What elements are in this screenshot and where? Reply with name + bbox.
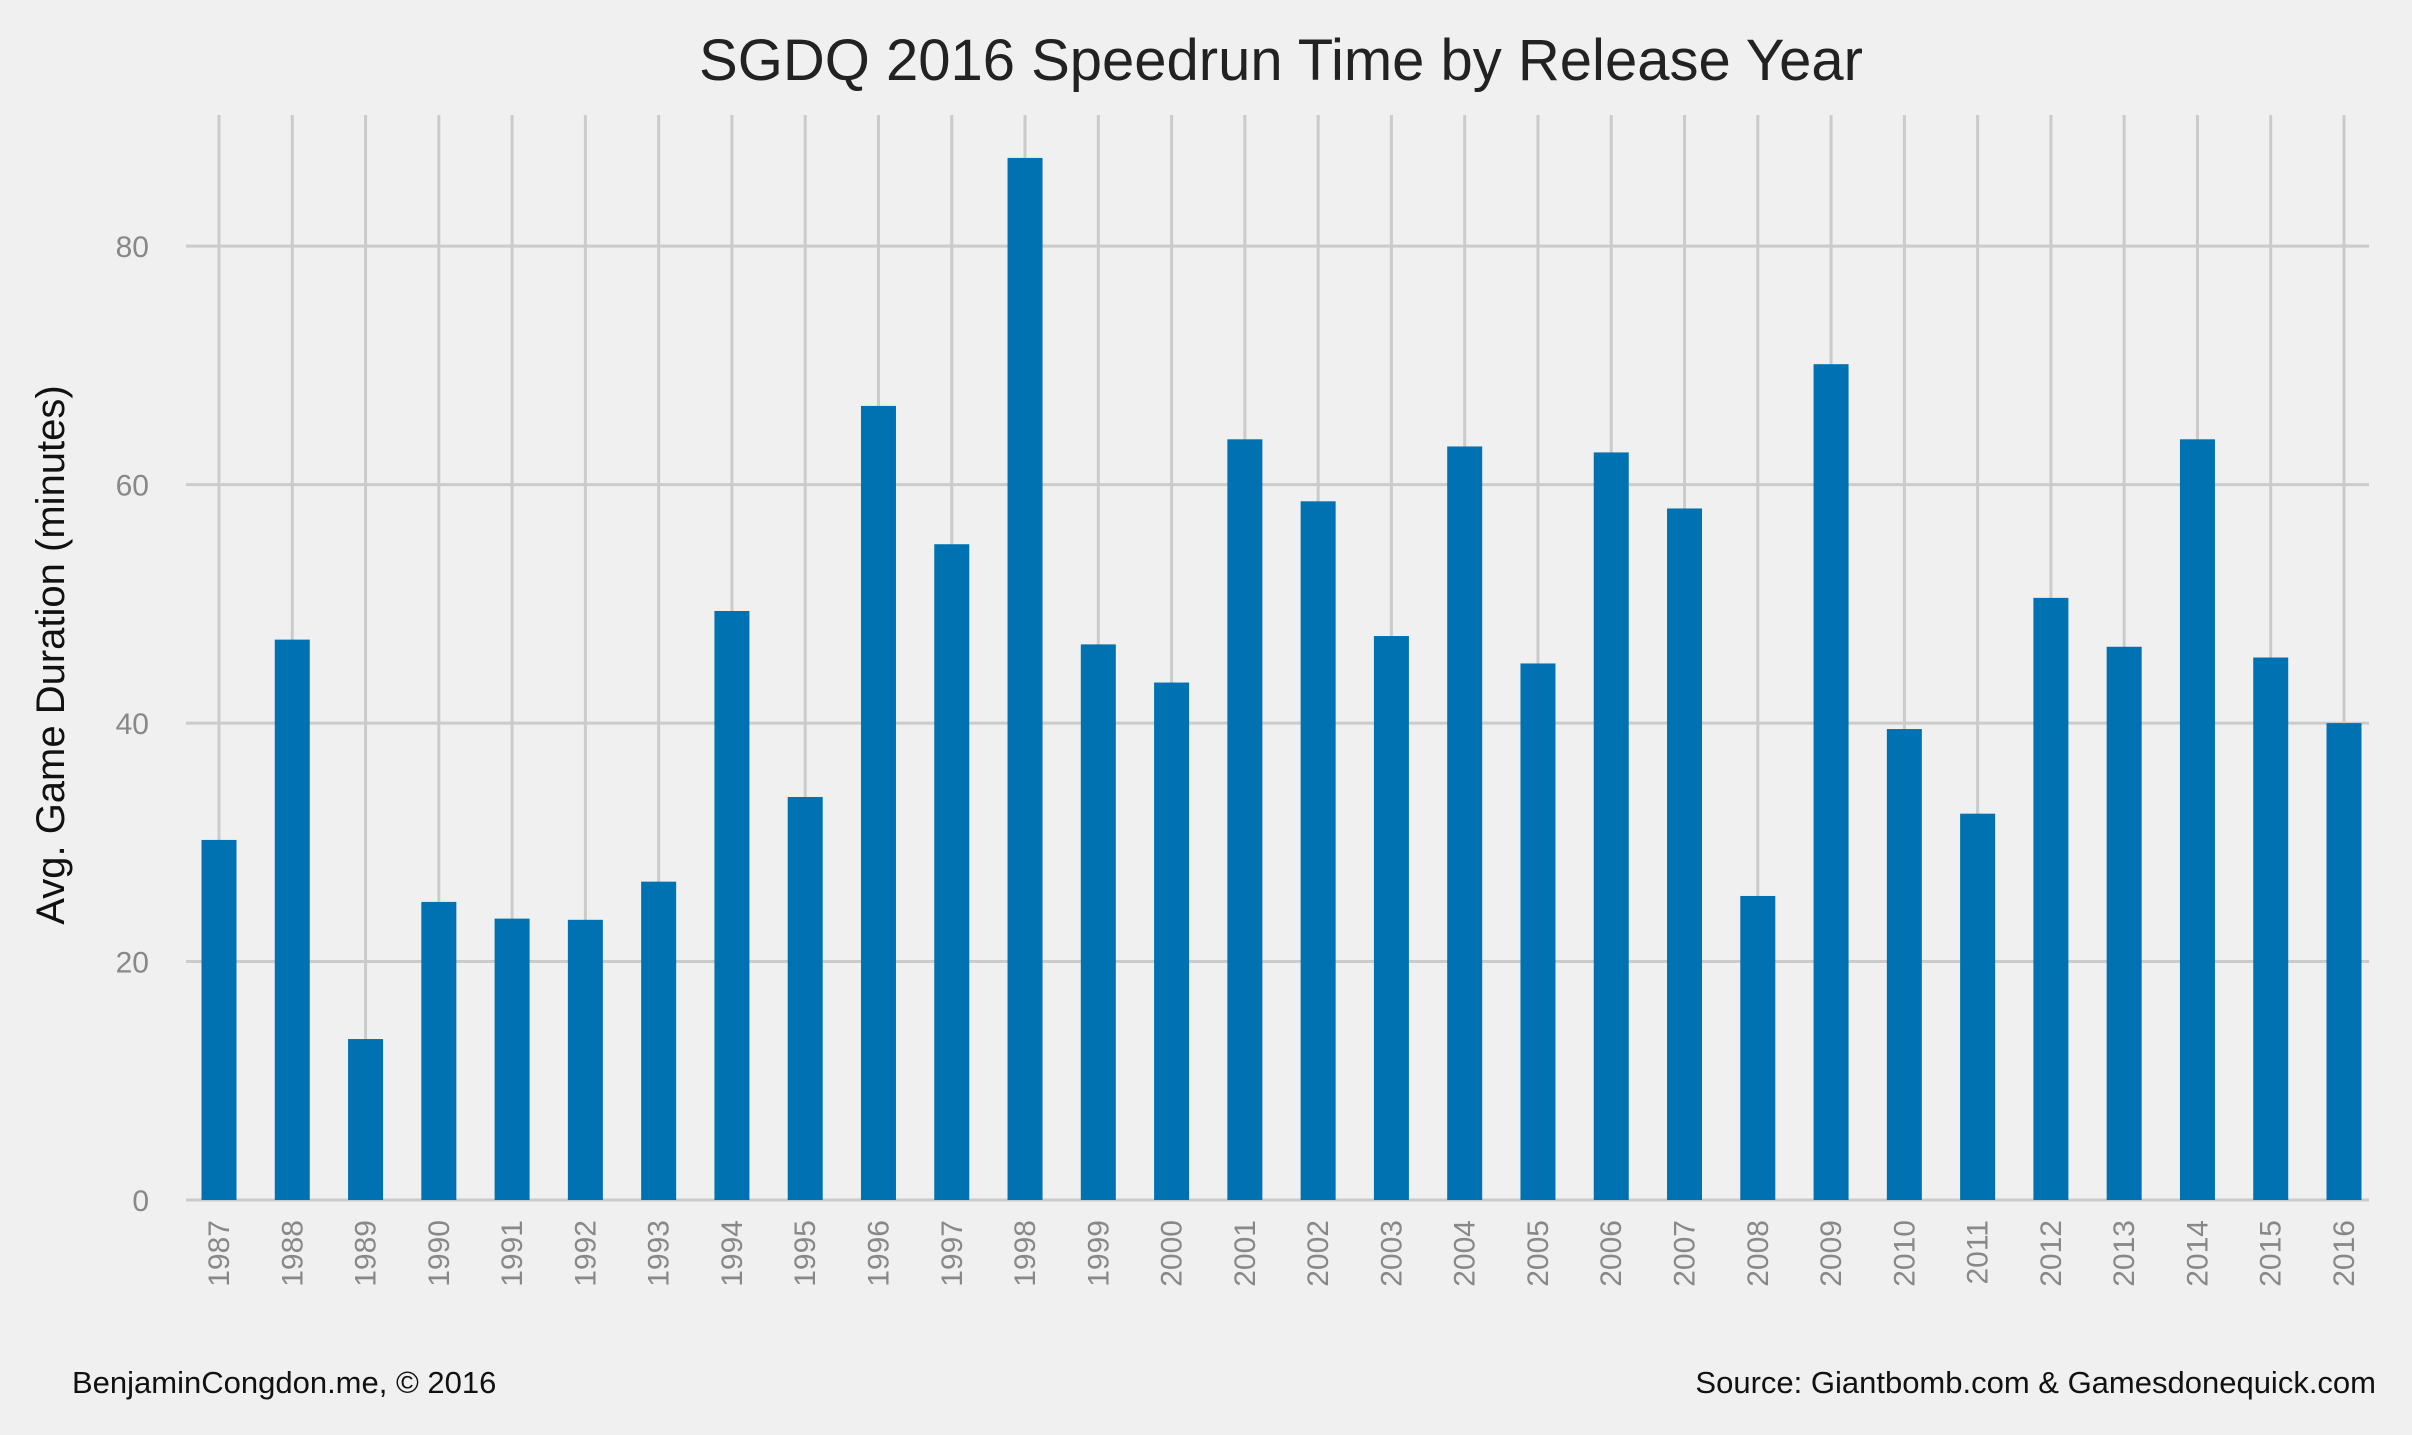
bar-1989 [348, 1039, 384, 1200]
x-tick-label: 2006 [1595, 1220, 1628, 1287]
bar-1992 [567, 919, 603, 1200]
x-tick-label: 2005 [1522, 1220, 1555, 1287]
bar-1999 [1080, 644, 1116, 1200]
bar-2014 [2179, 439, 2215, 1200]
bar-2000 [1154, 682, 1190, 1200]
x-tick-label: 2008 [1742, 1220, 1775, 1287]
x-tick-label: 2007 [1669, 1220, 1702, 1287]
y-tick-label: 20 [116, 947, 149, 980]
x-tick-label: 2012 [2035, 1220, 2068, 1287]
x-tick-label: 2011 [1962, 1220, 1995, 1285]
bar-2007 [1667, 508, 1703, 1200]
x-tick-label: 2014 [2181, 1220, 2214, 1287]
bar-2001 [1227, 439, 1263, 1200]
bar-2015 [2253, 657, 2289, 1200]
bar-1998 [1007, 157, 1043, 1200]
x-tick-label: 1994 [716, 1220, 749, 1287]
x-tick-label: 1992 [569, 1220, 602, 1287]
x-tick-label: 1999 [1082, 1220, 1115, 1287]
x-tick-label: 2001 [1229, 1220, 1262, 1287]
x-tick-label: 2013 [2108, 1220, 2141, 1287]
chart-title: SGDQ 2016 Speedrun Time by Release Year [699, 28, 1863, 93]
x-tick-label: 2004 [1449, 1220, 1482, 1287]
x-tick-label: 1987 [203, 1220, 236, 1287]
bar-2012 [2033, 597, 2069, 1200]
footer-source: Source: Giantbomb.com & Gamesdonequick.c… [1695, 1365, 2376, 1400]
bar-1988 [274, 639, 310, 1200]
bar-2009 [1813, 364, 1849, 1200]
y-axis-label: Avg. Game Duration (minutes) [29, 385, 73, 924]
x-tick-label: 1991 [496, 1220, 529, 1287]
x-tick-label: 1993 [643, 1220, 676, 1287]
bar-2005 [1520, 663, 1556, 1200]
y-tick-label: 40 [116, 708, 149, 741]
x-tick-label: 1995 [789, 1220, 822, 1287]
bar-1993 [641, 881, 677, 1200]
x-tick-label: 1988 [276, 1220, 309, 1287]
x-tick-label: 1998 [1009, 1220, 1042, 1287]
y-tick-labels: 0 20 40 60 80 [116, 231, 149, 1218]
bar-2011 [1960, 813, 1996, 1200]
x-tick-label: 2010 [1888, 1220, 1921, 1287]
x-tick-label: 1989 [350, 1220, 383, 1287]
bar-1987 [201, 839, 237, 1200]
bar-2004 [1447, 446, 1483, 1200]
y-tick-label: 60 [116, 470, 149, 503]
x-tick-label: 2000 [1156, 1220, 1189, 1287]
bar-2002 [1300, 501, 1336, 1200]
footer-credit: BenjaminCongdon.me, © 2016 [72, 1365, 496, 1400]
x-tick-label: 2016 [2328, 1220, 2361, 1287]
x-tick-label: 2002 [1302, 1220, 1335, 1287]
x-tick-label: 2015 [2255, 1220, 2288, 1287]
bar-2008 [1740, 895, 1776, 1200]
bar-2016 [2326, 723, 2362, 1200]
bar-1996 [860, 405, 896, 1200]
bars-layer [201, 157, 2362, 1200]
x-tick-label: 2009 [1815, 1220, 1848, 1287]
x-tick-label: 2003 [1375, 1220, 1408, 1287]
x-tick-label: 1997 [936, 1220, 969, 1287]
x-tick-label: 1996 [862, 1220, 895, 1287]
bar-1997 [934, 544, 970, 1200]
bar-2006 [1593, 452, 1629, 1200]
bar-1995 [787, 797, 823, 1200]
x-tick-labels: 1987 1988 1989 1990 1991 1992 1993 1994 1995 1996… [203, 1220, 2361, 1287]
bar-1990 [421, 901, 457, 1200]
y-tick-label: 0 [132, 1185, 149, 1218]
bar-1994 [714, 611, 750, 1200]
x-tick-label: 1990 [423, 1220, 456, 1287]
bar-2013 [2106, 646, 2142, 1200]
bar-1991 [494, 918, 530, 1200]
bar-2003 [1373, 636, 1409, 1200]
y-tick-label: 80 [116, 231, 149, 264]
bar-2010 [1886, 729, 1922, 1200]
